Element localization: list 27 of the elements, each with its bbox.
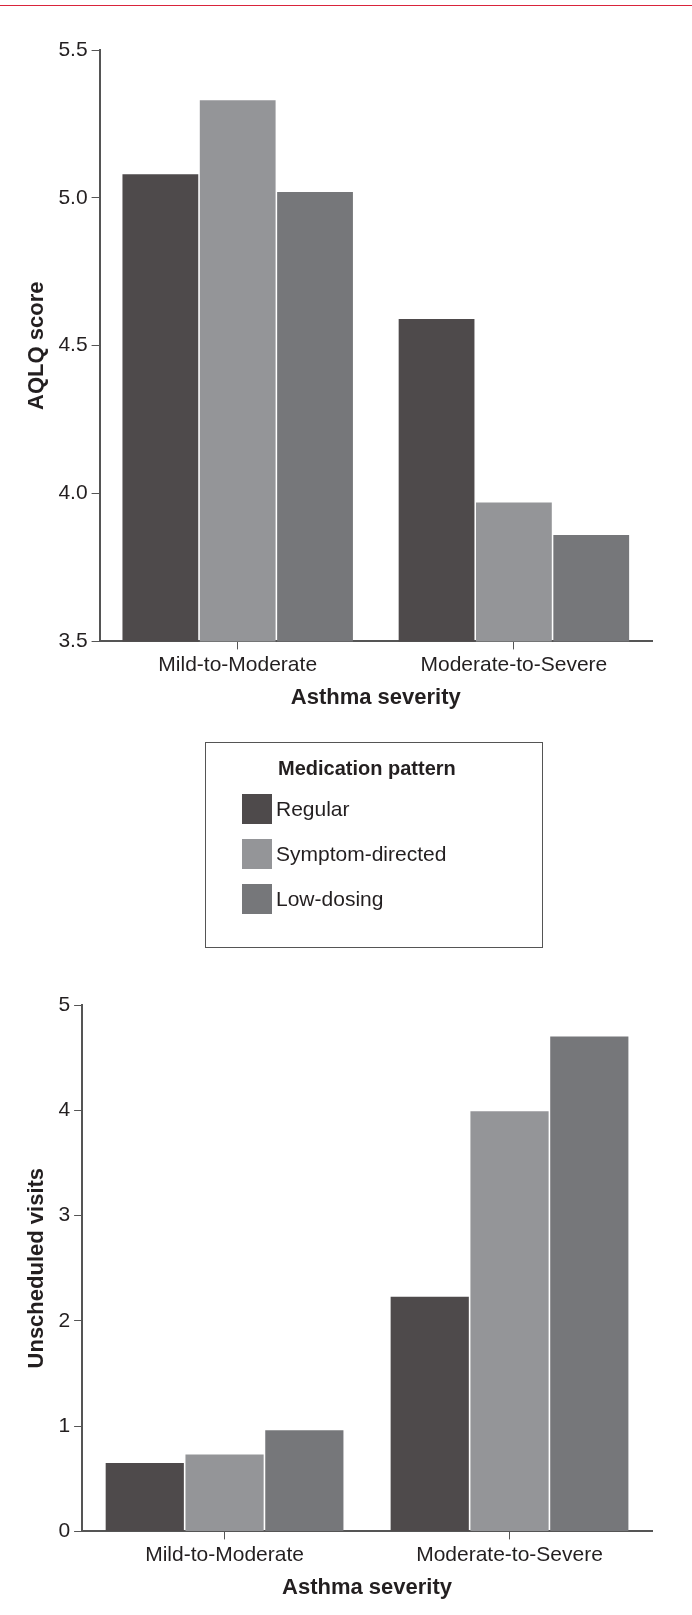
y-tick-label: 5: [58, 991, 71, 1015]
x-axis-title: Asthma severity: [282, 1573, 453, 1599]
x-tick-label: Moderate-to-Severe: [416, 1541, 603, 1565]
y-tick-label: 0: [58, 1518, 71, 1542]
legend-title: Medication pattern: [278, 757, 457, 780]
y-tick-label: 4.5: [58, 332, 88, 356]
y-axis-title: AQLQ score: [23, 281, 49, 410]
y-tick-label: 4: [58, 1097, 71, 1121]
y-tick-label: 5.0: [58, 184, 88, 208]
bar: [265, 1430, 344, 1531]
y-tick-label: 3: [58, 1202, 71, 1226]
legend-label: Low-dosing: [276, 887, 384, 911]
y-tick-label: 1: [58, 1412, 71, 1436]
x-tick-label: Mild-to-Moderate: [145, 1541, 304, 1565]
bar: [185, 1454, 264, 1531]
y-axis-title: Unscheduled visits: [23, 1167, 49, 1369]
x-tick-label: Moderate-to-Severe: [420, 651, 608, 675]
legend-label: Regular: [276, 797, 350, 821]
bar: [470, 1111, 549, 1531]
legend-label: Symptom-directed: [276, 842, 447, 866]
y-tick-label: 2: [58, 1307, 71, 1331]
y-tick-label: 4.0: [58, 480, 88, 504]
y-tick-label: 5.5: [58, 36, 88, 60]
x-tick-label: Mild-to-Moderate: [158, 651, 318, 675]
y-tick-label: 3.5: [58, 628, 88, 652]
bar: [550, 1036, 629, 1531]
x-axis-title: Asthma severity: [290, 683, 462, 709]
